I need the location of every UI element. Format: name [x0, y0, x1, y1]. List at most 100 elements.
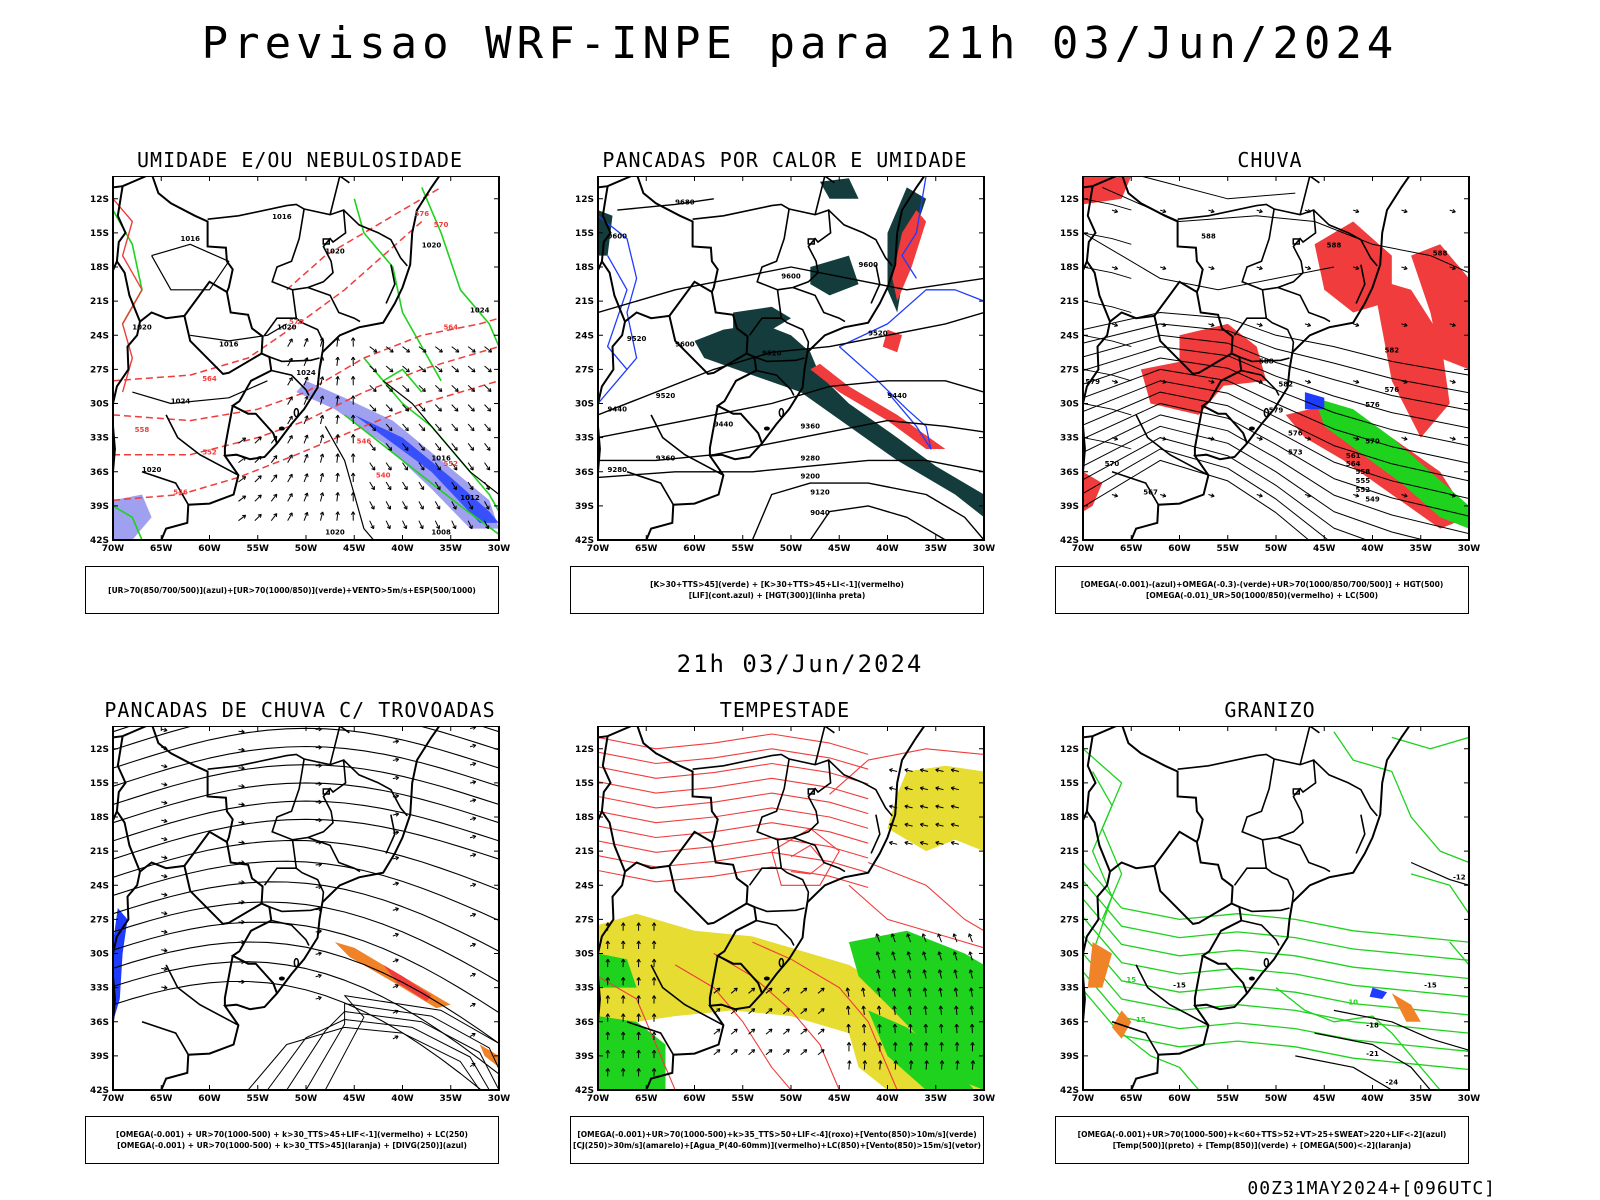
lc-contour	[1083, 198, 1132, 211]
contour-label: 9600	[781, 272, 801, 280]
lc-contour	[598, 777, 869, 800]
legend-line-2: [OMEGA(-0.001) + UR>70(1000-500) + k>30_…	[117, 1141, 467, 1150]
wind-vector	[1160, 379, 1167, 384]
streamline-arrow	[470, 1093, 475, 1096]
wind-vector	[620, 995, 626, 1004]
streamline-arrow	[238, 747, 245, 753]
wind-vector	[892, 1023, 898, 1034]
lon-tick-label: 55W	[732, 544, 755, 554]
contour-label: 1024	[296, 369, 316, 377]
wind-vector	[1353, 493, 1360, 498]
wind-vector	[467, 462, 474, 471]
lat-tick-label: 18S	[1060, 813, 1079, 823]
lon-tick-label: 45W	[828, 544, 851, 554]
lon-tick-label: 70W	[102, 544, 125, 554]
hail-region	[1369, 987, 1387, 999]
wind-vector	[435, 346, 443, 353]
streamline-arrow	[238, 840, 245, 845]
wind-vector	[451, 365, 460, 373]
wind-vector	[418, 481, 425, 491]
country-border	[1083, 726, 1248, 994]
contour-label: 9680	[675, 198, 695, 206]
contour-label: 1020	[132, 324, 152, 332]
wind-vector	[1304, 379, 1312, 384]
wind-vector	[451, 462, 458, 471]
forecast-time-label: 21h 03/Jun/2024	[676, 650, 924, 678]
lc-contour	[1083, 334, 1132, 348]
wind-vector	[862, 1042, 867, 1052]
state-border	[1277, 286, 1331, 323]
wind-vector	[636, 1013, 641, 1022]
streamline	[113, 782, 499, 824]
wind-vector	[923, 1042, 929, 1052]
wind-vector	[950, 804, 960, 809]
temp850-contour	[1333, 731, 1469, 864]
wind-vector	[1353, 265, 1360, 271]
streamline-arrow	[161, 929, 168, 935]
wind-vector	[1449, 436, 1456, 441]
wind-vector	[969, 987, 974, 997]
wind-vector	[369, 443, 376, 451]
wind-vector	[402, 481, 408, 491]
wind-vector	[1449, 493, 1456, 498]
lagoa-mirim	[763, 976, 770, 981]
wind-vector	[335, 472, 340, 483]
panel-title: GRANIZO	[1224, 698, 1316, 722]
wind-vector	[950, 768, 960, 773]
lc-contour	[598, 851, 869, 874]
wind-vector	[319, 492, 325, 502]
wind-vector	[969, 1005, 974, 1015]
country-border	[113, 861, 185, 954]
wind-vector	[303, 473, 309, 483]
wind-vector	[303, 511, 309, 521]
streamline-arrow	[392, 739, 400, 744]
streamline-arrow	[392, 958, 399, 963]
streamline-arrow	[161, 892, 168, 897]
lat-tick-label: 33S	[1060, 434, 1079, 444]
wind-vector	[467, 404, 475, 412]
streamline	[113, 727, 499, 769]
lat-tick-label: 18S	[90, 263, 109, 273]
streamline-arrow	[392, 907, 399, 912]
contour-label: 570	[289, 318, 304, 326]
wind-vector	[1304, 322, 1312, 327]
lc-contour	[674, 964, 792, 1090]
state-border	[650, 964, 724, 1026]
country-border	[183, 830, 263, 925]
wind-vector	[953, 987, 959, 997]
temp850-contour	[1083, 898, 1469, 980]
state-border	[828, 759, 893, 817]
contour-label: 9200	[801, 473, 821, 481]
wind-vector	[636, 1068, 641, 1077]
wind-vector	[939, 1023, 944, 1034]
panel-title: UMIDADE E/OU NEBULOSIDADE	[136, 148, 464, 172]
country-border	[1083, 186, 1097, 271]
state-border	[385, 814, 396, 854]
wind-vector	[385, 443, 393, 451]
contour-label: 1020	[142, 466, 162, 474]
distrito-federal	[807, 788, 816, 795]
lif-contour	[901, 176, 927, 279]
panel-legend: [OMEGA(-0.001)+UR>70(1000-500)+k<60+TTS>…	[1055, 1116, 1469, 1164]
lc-contour	[1083, 403, 1132, 416]
wind-vector	[937, 933, 943, 943]
contour-label: 1016	[219, 341, 239, 349]
wind-vector	[908, 1023, 913, 1034]
wind-vector	[605, 977, 610, 986]
streamline-arrow	[392, 932, 399, 938]
thickness-contour	[286, 186, 442, 291]
state-border	[207, 753, 305, 886]
wind-vector	[636, 958, 641, 968]
state-border	[385, 264, 396, 304]
lon-tick-label: 70W	[1072, 544, 1095, 554]
humidity-contour	[353, 198, 442, 382]
wind-vector	[935, 768, 944, 773]
wind-vector	[893, 1060, 898, 1070]
panel-title: TEMPESTADE	[719, 698, 851, 722]
contour-label: 582	[1278, 380, 1293, 388]
streamline	[324, 995, 499, 1090]
wind-vector	[1111, 265, 1119, 271]
